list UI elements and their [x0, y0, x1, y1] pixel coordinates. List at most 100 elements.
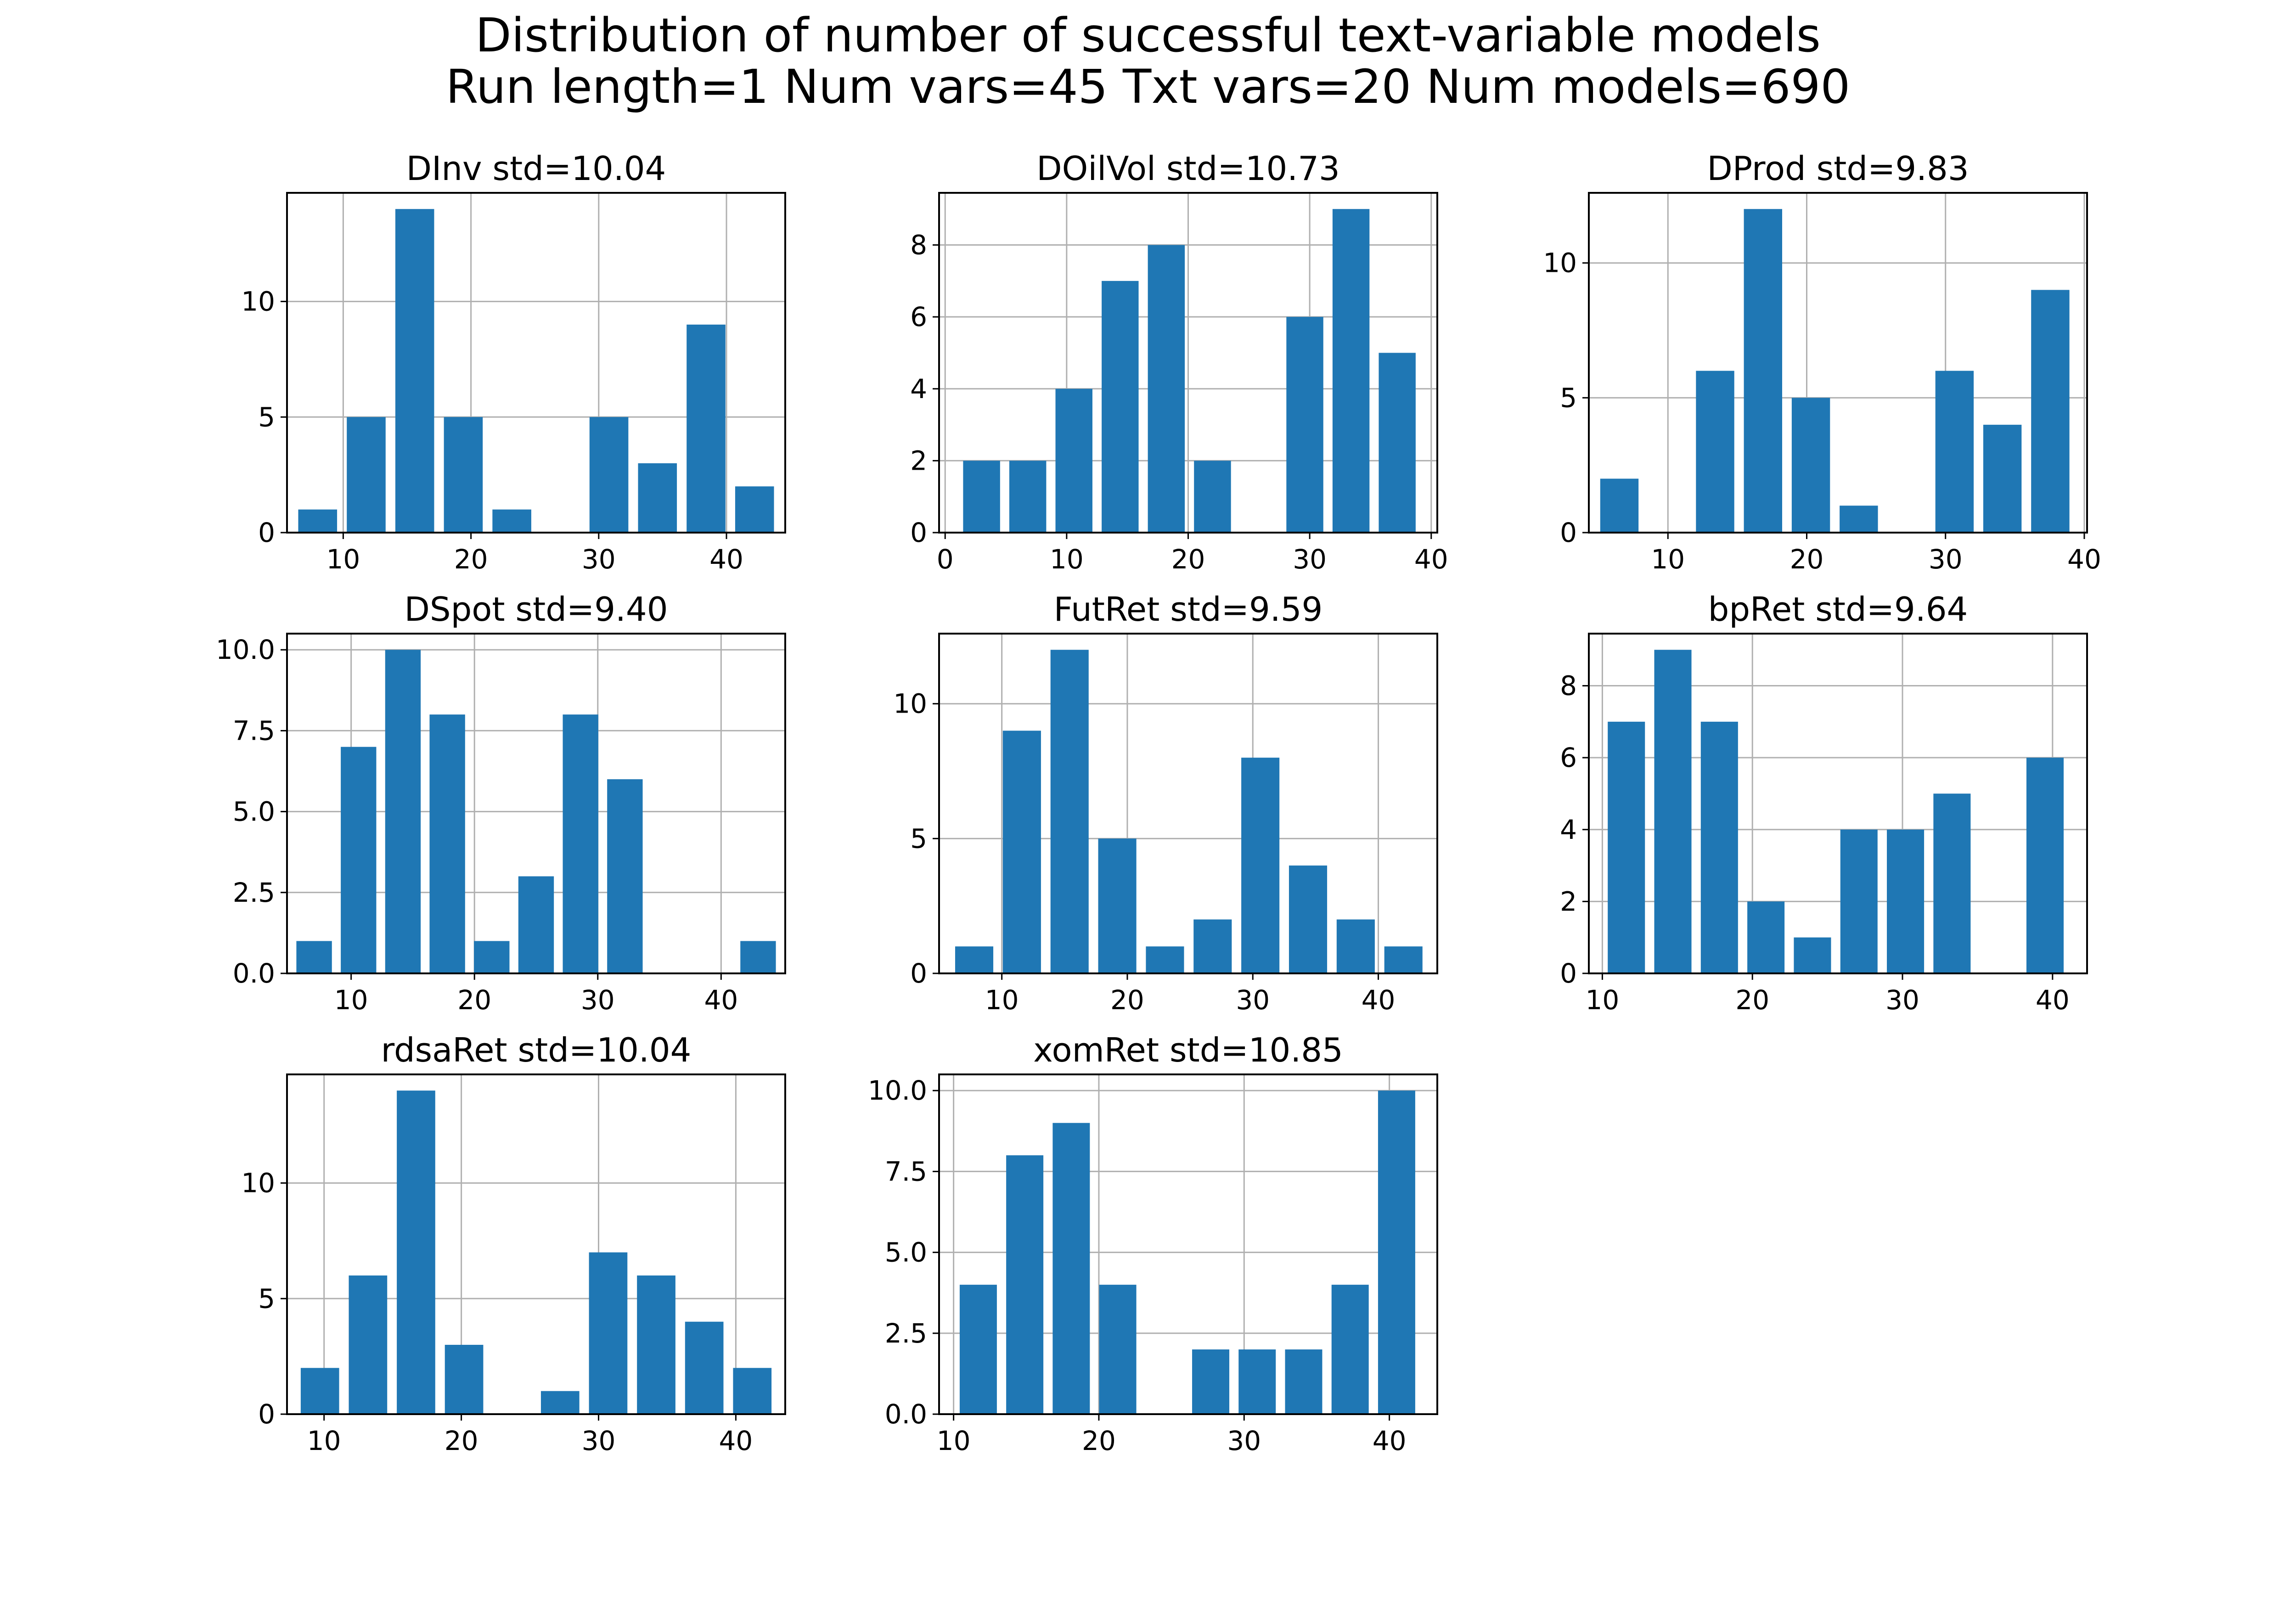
histogram-bar [349, 1275, 388, 1414]
y-tick-label: 5.0 [885, 1237, 927, 1268]
x-tick-label: 20 [1110, 984, 1144, 1016]
x-tick-label: 10 [985, 984, 1019, 1016]
histogram-bar [474, 941, 510, 973]
histogram-bar [638, 463, 677, 533]
x-tick-label: 30 [1236, 984, 1270, 1016]
histogram-bar [540, 1391, 580, 1414]
histogram-bar [1384, 946, 1423, 973]
y-tick-label: 6 [1560, 742, 1577, 773]
histogram-bar [955, 946, 994, 973]
y-tick-label: 0 [1560, 517, 1577, 548]
y-tick-label: 5 [910, 823, 927, 854]
histogram-bar [963, 461, 1000, 533]
histogram-bar [445, 1344, 484, 1414]
axes-frame [286, 192, 786, 534]
histogram-bar [1194, 461, 1231, 533]
histogram-panel: 10 20 30 40 0.0 2.5 5.0 7.5 10.0 DSpot std=9.40 [216, 590, 786, 1016]
panel-title: DSpot std=9.40 [404, 590, 668, 629]
histogram-bar [298, 509, 338, 533]
y-tick-label: 0 [910, 958, 927, 989]
y-tick-label: 0 [258, 1399, 275, 1430]
histogram-bar [1696, 371, 1734, 533]
axes-frame [938, 633, 1438, 974]
histogram-bar [740, 941, 776, 973]
x-tick-label: 10 [307, 1425, 341, 1456]
x-tick-label: 40 [704, 984, 738, 1016]
histogram-bar [1009, 461, 1047, 533]
histogram-panel: 10 20 30 40 0 2 4 6 8 bpRet std=9.64 [1560, 590, 2088, 1016]
figure-title-line-1: Distribution of number of successful tex… [475, 8, 1821, 63]
x-tick-label: 10 [1651, 544, 1685, 575]
panel-title: xomRet std=10.85 [1033, 1031, 1343, 1069]
axes-frame [286, 1073, 786, 1415]
y-tick-label: 0.0 [885, 1399, 927, 1430]
histogram-bar [1002, 730, 1041, 973]
x-tick-label: 20 [454, 544, 488, 575]
x-tick-label: 40 [1414, 544, 1448, 575]
x-tick-label: 10 [326, 544, 360, 575]
y-tick-label: 5 [1560, 382, 1577, 413]
histogram-bar [637, 1275, 675, 1414]
y-tick-label: 7.5 [233, 715, 275, 746]
histogram-bar [1286, 317, 1323, 533]
histogram-bar [589, 1252, 628, 1414]
x-tick-label: 30 [581, 984, 615, 1016]
histogram-bar [1148, 245, 1185, 533]
histogram-bar [1052, 1123, 1090, 1414]
histogram-bar [687, 324, 726, 533]
y-tick-label: 10.0 [868, 1075, 927, 1106]
y-tick-label: 2 [1560, 886, 1577, 917]
histogram-bar [1654, 650, 1692, 973]
figure-title-line-2: Run length=1 Num vars=45 Txt vars=20 Num… [445, 60, 1851, 114]
axes-frame [938, 1073, 1438, 1415]
histogram-bar [341, 747, 377, 973]
panel-title: FutRet std=9.59 [1054, 590, 1323, 629]
histogram-bar [2031, 290, 2070, 533]
x-tick-label: 20 [457, 984, 491, 1016]
histogram-bar [492, 509, 531, 533]
x-tick-label: 20 [445, 1425, 478, 1456]
x-tick-label: 40 [2036, 984, 2070, 1016]
histogram-bar [733, 1368, 772, 1414]
y-tick-label: 8 [1560, 670, 1577, 702]
y-tick-label: 5 [258, 1283, 275, 1314]
y-tick-label: 8 [910, 230, 927, 261]
histogram-bar [1608, 721, 1645, 973]
y-tick-label: 10 [893, 688, 927, 719]
histogram-panel: 10 20 30 40 0 5 10 DProd std=9.83 [1543, 149, 2101, 575]
histogram-bar [397, 1090, 435, 1414]
y-tick-label: 0 [258, 517, 275, 548]
y-tick-label: 6 [910, 301, 927, 332]
y-tick-label: 0 [910, 517, 927, 548]
histogram-bar [1600, 478, 1639, 533]
histogram-bar [1102, 281, 1139, 533]
x-tick-label: 40 [2067, 544, 2101, 575]
x-tick-label: 40 [1373, 1425, 1407, 1456]
y-tick-label: 2 [910, 445, 927, 476]
panel-title: DProd std=9.83 [1707, 149, 1969, 188]
y-tick-label: 2.5 [233, 877, 275, 908]
histogram-bar [1098, 838, 1137, 973]
x-tick-label: 20 [1735, 984, 1769, 1016]
x-tick-label: 0 [937, 544, 954, 575]
histogram-bar [959, 1285, 997, 1414]
histogram-bar [518, 876, 554, 973]
y-tick-label: 5.0 [233, 796, 275, 827]
x-tick-label: 10 [1586, 984, 1620, 1016]
panel-title: bpRet std=9.64 [1708, 590, 1968, 629]
histogram-panel: 10 20 30 40 0 5 10 FutRet std=9.59 [893, 590, 1438, 1016]
histogram-bar [1285, 1349, 1322, 1414]
histogram-bar [1241, 758, 1280, 973]
axes-frame [1588, 192, 2088, 534]
histogram-bar [1700, 721, 1738, 973]
axes-frame [1588, 633, 2088, 974]
histogram-bar [1744, 209, 1783, 533]
histogram-bar [395, 209, 434, 533]
figure-title: Distribution of number of successful tex… [0, 10, 2296, 113]
y-tick-label: 0.0 [233, 958, 275, 989]
x-tick-label: 10 [937, 1425, 971, 1456]
x-tick-label: 30 [582, 544, 616, 575]
histogram-bar [1336, 919, 1375, 973]
x-tick-label: 30 [1227, 1425, 1261, 1456]
x-tick-label: 30 [1293, 544, 1327, 575]
